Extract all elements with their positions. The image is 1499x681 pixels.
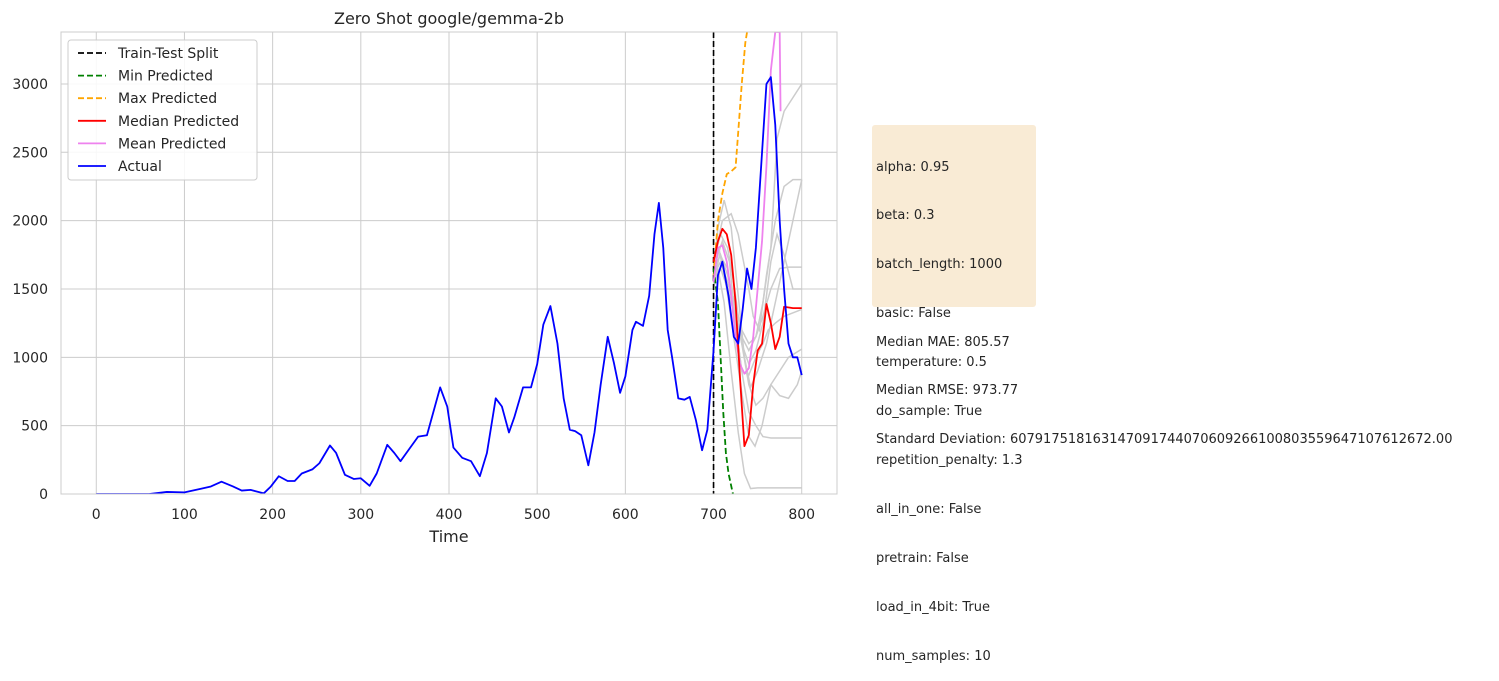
mean-predicted-line xyxy=(712,32,782,375)
x-tick-label: 600 xyxy=(612,507,639,523)
param-do-sample: do_sample: True xyxy=(876,404,983,420)
x-tick-label: 800 xyxy=(788,507,815,523)
legend-label-actual: Actual xyxy=(118,159,162,175)
min-predicted-line xyxy=(712,268,734,494)
parameters-box xyxy=(872,125,1036,307)
legend-entries: Train-Test Split Min Predicted Max Predict… xyxy=(78,46,239,175)
param-temperature: temperature: 0.5 xyxy=(876,355,987,371)
legend-frame xyxy=(67,39,258,181)
plot-frame xyxy=(60,31,838,495)
param-beta: beta: 0.3 xyxy=(876,208,935,224)
metric-median-rmse: Median RMSE: 973.77 xyxy=(876,383,1019,399)
x-tick-label: 300 xyxy=(347,507,374,523)
sample-forecast-line xyxy=(712,268,802,490)
x-tick-label: 400 xyxy=(436,507,463,523)
chart-title: Zero Shot google/gemma-2b xyxy=(334,9,564,28)
x-tick-label: 200 xyxy=(259,507,286,523)
actual-line xyxy=(96,76,803,494)
param-basic: basic: False xyxy=(876,306,951,322)
param-pretrain: pretrain: False xyxy=(876,550,969,566)
legend-label-max-predicted: Max Predicted xyxy=(118,91,217,107)
legend-label-mean-predicted: Mean Predicted xyxy=(118,136,226,152)
sample-forecast-line xyxy=(712,232,803,407)
metrics-text: Median MAE: 805.57 Median RMSE: 973.77 S… xyxy=(876,302,1452,465)
legend-label-min-predicted: Min Predicted xyxy=(118,69,213,85)
median-predicted-line xyxy=(712,227,802,448)
y-tick-label: 0 xyxy=(39,487,48,503)
series-lines xyxy=(96,32,803,494)
x-tick-label: 0 xyxy=(92,507,101,523)
legend-label-median-predicted: Median Predicted xyxy=(118,114,239,130)
param-batch-length: batch_length: 1000 xyxy=(876,257,1003,273)
x-tick-label: 700 xyxy=(700,507,727,523)
max-predicted-line xyxy=(712,32,748,276)
param-num-samples: num_samples: 10 xyxy=(876,648,991,664)
x-tick-label: 100 xyxy=(171,507,198,523)
x-tick-labels: 0 100 200 300 400 500 600 700 800 xyxy=(92,507,815,523)
y-tick-label: 2000 xyxy=(12,214,48,230)
sample-forecast-line xyxy=(712,178,802,333)
y-tick-label: 3000 xyxy=(12,77,48,93)
forecast-chart: Zero Shot google/gemma-2b 0 100 200 300 400 5… xyxy=(12,9,838,546)
sample-forecast-line xyxy=(712,179,803,390)
y-tick-labels: 0 500 1000 1500 2000 2500 3000 xyxy=(12,77,48,503)
metric-std-dev: Standard Deviation: 60791751816314709174… xyxy=(876,432,1453,448)
param-all-in-one: all_in_one: False xyxy=(876,501,982,517)
sample-forecast-line xyxy=(712,231,802,367)
x-tick-label: 500 xyxy=(524,507,551,523)
y-tick-label: 2500 xyxy=(12,145,48,161)
x-axis-title: Time xyxy=(428,527,468,546)
y-tick-label: 1000 xyxy=(12,350,48,366)
legend-label-train-test-split: Train-Test Split xyxy=(117,46,219,62)
param-load-in-4bit: load_in_4bit: True xyxy=(876,599,990,615)
y-tick-label: 1500 xyxy=(12,282,48,298)
sample-forecast-line xyxy=(712,252,802,439)
param-repetition-penalty: repetition_penalty: 1.3 xyxy=(876,452,1023,468)
y-tick-label: 500 xyxy=(21,419,48,435)
sample-forecast-line xyxy=(712,238,803,377)
param-alpha: alpha: 0.95 xyxy=(876,159,950,175)
legend: Train-Test Split Min Predicted Max Predict… xyxy=(67,39,258,181)
metric-median-mae: Median MAE: 805.57 xyxy=(876,334,1010,350)
